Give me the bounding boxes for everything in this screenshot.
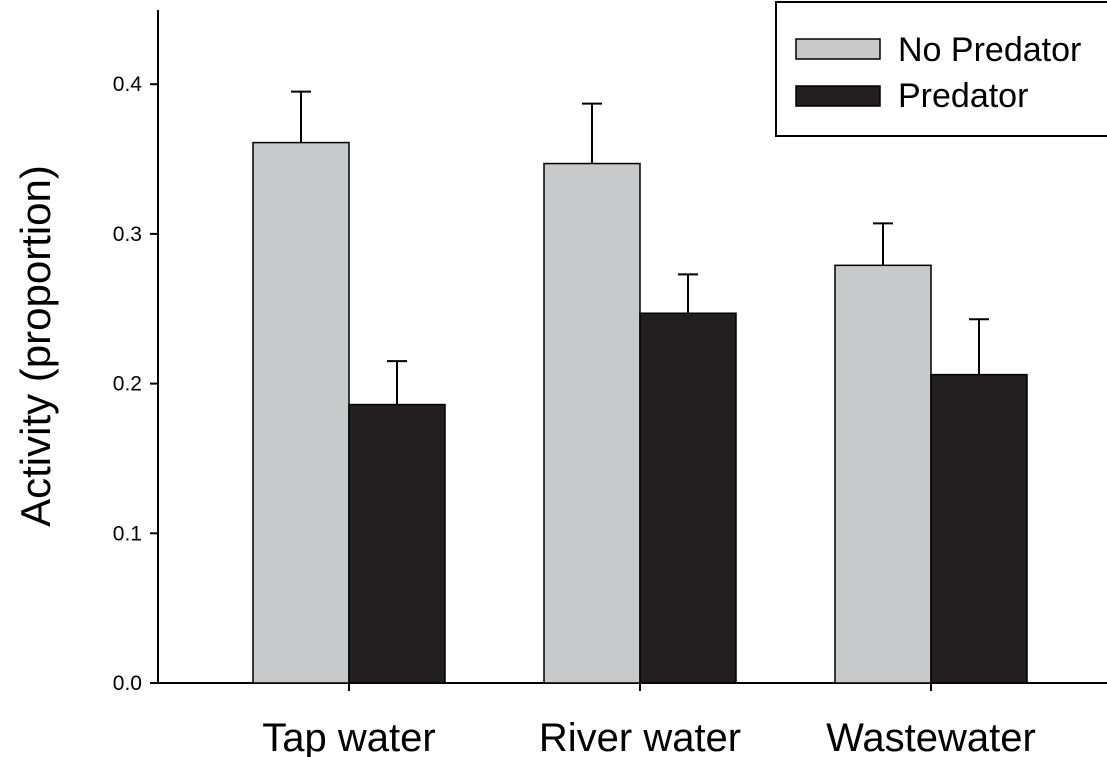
y-ticks: 0.0 0.1 0.2 0.3 0.4 bbox=[113, 73, 158, 695]
y-tick-label: 0.0 bbox=[113, 672, 142, 695]
bar-no-predator bbox=[252, 141, 350, 684]
y-tick-label: 0.3 bbox=[113, 223, 142, 246]
bar-no-predator bbox=[834, 264, 932, 684]
bars bbox=[252, 141, 1028, 684]
x-tick-label: Tap water bbox=[262, 716, 435, 757]
bar-predator bbox=[930, 373, 1028, 684]
y-tick-label: 0.4 bbox=[113, 73, 143, 96]
x-tick-label: River water bbox=[539, 716, 741, 757]
error-bars bbox=[291, 90, 989, 405]
y-axis-title: Activity (proportion) bbox=[12, 165, 59, 527]
legend-label-no-predator: No Predator bbox=[898, 31, 1081, 69]
legend-frame bbox=[775, 1, 1107, 137]
bar-predator bbox=[639, 312, 737, 684]
x-ticks: Tap water River water Wastewater bbox=[262, 683, 1036, 757]
bar-no-predator bbox=[543, 162, 641, 684]
legend-swatch-no-predator bbox=[795, 38, 881, 60]
x-tick-label: Wastewater bbox=[826, 716, 1036, 757]
y-tick-label: 0.2 bbox=[113, 373, 142, 396]
legend-swatch-predator bbox=[795, 85, 881, 107]
y-tick-label: 0.1 bbox=[113, 522, 142, 545]
legend: No Predator Predator bbox=[775, 1, 1107, 137]
bar-predator bbox=[348, 403, 446, 684]
legend-label-predator: Predator bbox=[898, 77, 1028, 115]
